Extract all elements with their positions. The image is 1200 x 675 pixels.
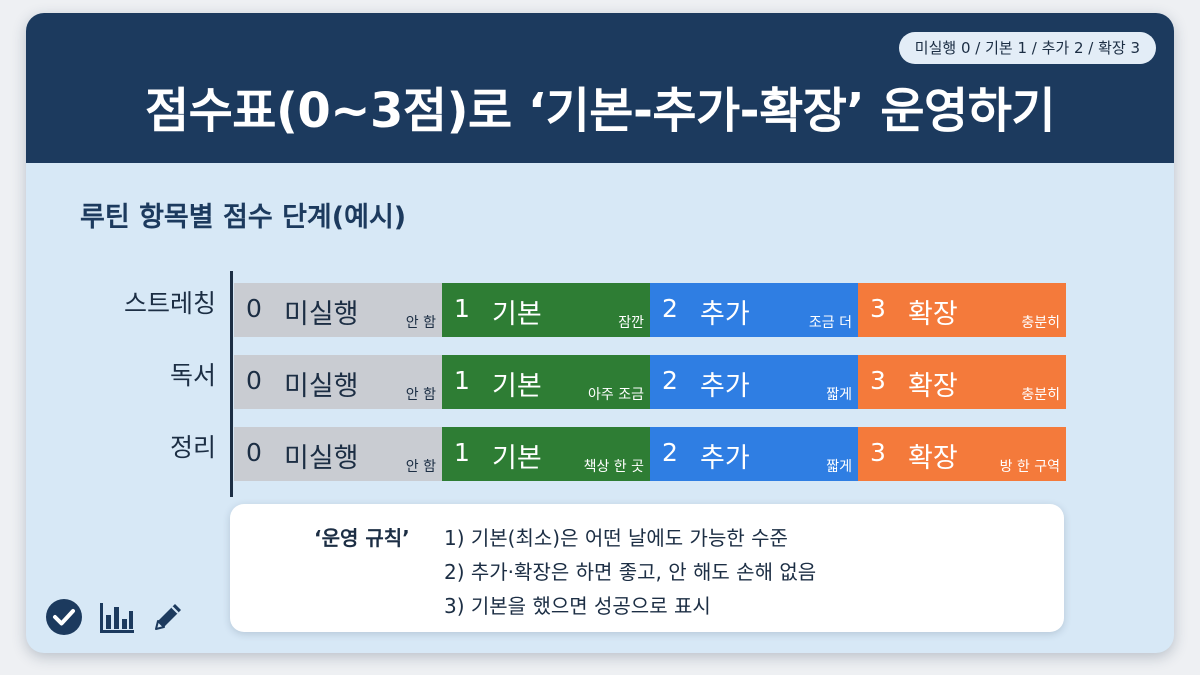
level-name: 추가 [700, 371, 750, 402]
level-hint: 충분히 [1021, 387, 1060, 403]
level-number: 0 [246, 366, 262, 395]
level-number: 0 [246, 294, 262, 323]
level-hint: 안 함 [405, 387, 436, 403]
score-row-reading: 0 미실행 안 함 1 기본 아주 조금 2 추가 짧게 3 확장 충분히 [234, 355, 1066, 409]
decorative-icons [44, 597, 188, 641]
level-number: 3 [870, 294, 886, 323]
header-banner: 미실행 0 / 기본 1 / 추가 2 / 확장 3 점수표(0~3점)로 ‘기… [26, 13, 1174, 163]
rules-heading: ‘운영 규칙’ [314, 526, 410, 550]
slide-card: 미실행 0 / 기본 1 / 추가 2 / 확장 3 점수표(0~3점)로 ‘기… [26, 13, 1174, 653]
level-1-segment: 1 기본 잠깐 [442, 283, 650, 337]
level-name: 추가 [700, 443, 750, 474]
level-name: 미실행 [284, 299, 359, 330]
level-name: 확장 [908, 443, 958, 474]
level-2-segment: 2 추가 짧게 [650, 427, 858, 481]
level-number: 2 [662, 294, 678, 323]
rule-item: 3) 기본을 했으면 성공으로 표시 [444, 594, 711, 618]
bar-chart-icon [96, 597, 136, 641]
score-legend-pill: 미실행 0 / 기본 1 / 추가 2 / 확장 3 [898, 32, 1156, 64]
level-number: 3 [870, 438, 886, 467]
level-number: 1 [454, 294, 470, 323]
row-label-stretching: 스트레칭 [123, 289, 216, 318]
level-hint: 방 한 구역 [999, 459, 1060, 475]
level-hint: 조금 더 [808, 315, 852, 331]
row-axis-line [230, 271, 233, 497]
level-number: 1 [454, 438, 470, 467]
rule-item: 2) 추가·확장은 하면 좋고, 안 해도 손해 없음 [444, 560, 817, 584]
row-label-tidying: 정리 [169, 433, 216, 462]
level-hint: 짧게 [826, 459, 852, 475]
level-hint: 잠깐 [618, 315, 644, 331]
level-hint: 안 함 [405, 315, 436, 331]
level-name: 확장 [908, 371, 958, 402]
level-hint: 아주 조금 [588, 387, 644, 403]
section-subtitle: 루틴 항목별 점수 단계(예시) [80, 202, 407, 233]
level-2-segment: 2 추가 짧게 [650, 355, 858, 409]
level-0-segment: 0 미실행 안 함 [234, 283, 442, 337]
level-hint: 안 함 [405, 459, 436, 475]
level-number: 2 [662, 366, 678, 395]
level-3-segment: 3 확장 충분히 [858, 283, 1066, 337]
level-number: 1 [454, 366, 470, 395]
level-1-segment: 1 기본 책상 한 곳 [442, 427, 650, 481]
level-name: 미실행 [284, 443, 359, 474]
level-3-segment: 3 확장 방 한 구역 [858, 427, 1066, 481]
rule-item: 1) 기본(최소)은 어떤 날에도 가능한 수준 [444, 526, 788, 550]
level-name: 기본 [492, 299, 542, 330]
level-0-segment: 0 미실행 안 함 [234, 355, 442, 409]
level-name: 기본 [492, 443, 542, 474]
level-number: 2 [662, 438, 678, 467]
row-label-reading: 독서 [169, 361, 216, 390]
level-name: 미실행 [284, 371, 359, 402]
level-name: 기본 [492, 371, 542, 402]
level-number: 0 [246, 438, 262, 467]
pencil-icon [148, 597, 188, 641]
level-hint: 책상 한 곳 [583, 459, 644, 475]
score-row-tidying: 0 미실행 안 함 1 기본 책상 한 곳 2 추가 짧게 3 확장 방 한 구… [234, 427, 1066, 481]
check-circle-icon [44, 597, 84, 641]
level-3-segment: 3 확장 충분히 [858, 355, 1066, 409]
level-hint: 짧게 [826, 387, 852, 403]
level-name: 확장 [908, 299, 958, 330]
level-0-segment: 0 미실행 안 함 [234, 427, 442, 481]
operating-rules-box: ‘운영 규칙’ 1) 기본(최소)은 어떤 날에도 가능한 수준 2) 추가·확… [230, 504, 1064, 632]
level-1-segment: 1 기본 아주 조금 [442, 355, 650, 409]
page-title: 점수표(0~3점)로 ‘기본-추가-확장’ 운영하기 [144, 83, 1056, 139]
level-name: 추가 [700, 299, 750, 330]
level-hint: 충분히 [1021, 315, 1060, 331]
level-2-segment: 2 추가 조금 더 [650, 283, 858, 337]
score-row-stretching: 0 미실행 안 함 1 기본 잠깐 2 추가 조금 더 3 확장 충분히 [234, 283, 1066, 337]
level-number: 3 [870, 366, 886, 395]
